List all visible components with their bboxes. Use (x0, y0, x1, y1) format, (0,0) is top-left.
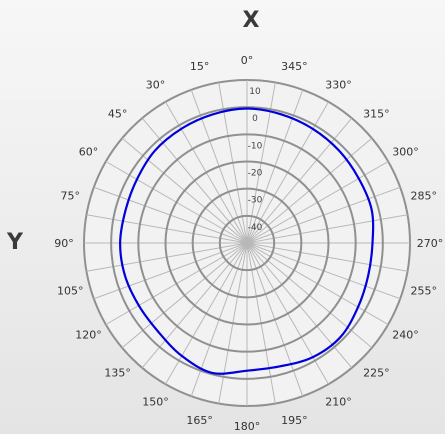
grid-ring (137, 133, 357, 353)
grid-ring (191, 187, 303, 299)
angle-tick-label: 120° (75, 329, 102, 342)
angle-tick-label: 90° (54, 237, 74, 250)
data-point (246, 107, 248, 110)
angle-tick-label: 270° (417, 237, 444, 250)
data-point (246, 369, 248, 372)
polar-grid (83, 79, 411, 407)
data-point (280, 113, 283, 116)
data-point (370, 208, 373, 211)
angle-tick-label: 195° (281, 414, 308, 427)
data-point (357, 306, 359, 308)
grid-ring (110, 106, 384, 380)
data-point (119, 242, 121, 244)
radial-tick-labels: 10 0 -10 -20 -30 -40 (248, 87, 263, 233)
angle-tick-label: 210° (325, 395, 352, 408)
angle-tick-label: 30° (146, 79, 166, 92)
angle-tick-label: 285° (411, 190, 438, 203)
grid-ring (218, 214, 276, 272)
y-axis-title: Y (6, 230, 24, 255)
data-point (157, 330, 160, 333)
data-point (357, 177, 360, 180)
angle-labels: 0° 15° 30° 45° 60° 75° 90° 105° 120° 135° 150° 165°… (54, 54, 443, 433)
data-point (136, 178, 138, 181)
angle-tick-label: 255° (411, 284, 438, 297)
data-point (124, 209, 127, 212)
x-axis-title: X (243, 8, 260, 33)
angle-tick-label: 180° (234, 420, 261, 433)
angle-tick-label: 0° (241, 54, 254, 67)
radial-tick-label: -20 (248, 169, 263, 179)
angle-tick-label: 330° (325, 79, 352, 92)
angle-tick-label: 135° (104, 366, 131, 379)
data-point (211, 113, 214, 116)
data-point (137, 304, 140, 307)
data-point (180, 128, 182, 130)
series-layer (119, 107, 375, 375)
data-point (312, 356, 314, 358)
data-point (312, 128, 314, 130)
data-point (124, 274, 126, 277)
angle-tick-label: 315° (363, 108, 390, 121)
data-point (211, 372, 213, 374)
angle-tick-label: 150° (142, 395, 169, 408)
data-point (279, 365, 281, 368)
angle-tick-label: 345° (281, 60, 308, 73)
angle-tick-label: 75° (60, 190, 80, 203)
angle-tick-label: 45° (108, 108, 128, 121)
angle-tick-label: 105° (57, 284, 84, 297)
data-point (371, 242, 374, 244)
angle-tick-label: 240° (392, 329, 419, 342)
radial-tick-label: 0 (252, 114, 258, 124)
angle-tick-label: 300° (392, 146, 419, 159)
data-point (153, 149, 156, 152)
data-point (339, 335, 342, 338)
grid-ring (164, 160, 330, 326)
data-point (338, 149, 341, 152)
data-point (181, 355, 183, 357)
radial-tick-label: 10 (249, 87, 261, 97)
angle-tick-label: 165° (186, 414, 213, 427)
data-point (367, 274, 370, 277)
angle-tick-label: 225° (363, 366, 390, 379)
radial-tick-label: -30 (248, 196, 263, 206)
radial-tick-label: -10 (248, 141, 263, 151)
angle-tick-label: 15° (190, 60, 210, 73)
angle-tick-label: 60° (79, 146, 99, 159)
radial-tick-label: -40 (248, 223, 263, 233)
